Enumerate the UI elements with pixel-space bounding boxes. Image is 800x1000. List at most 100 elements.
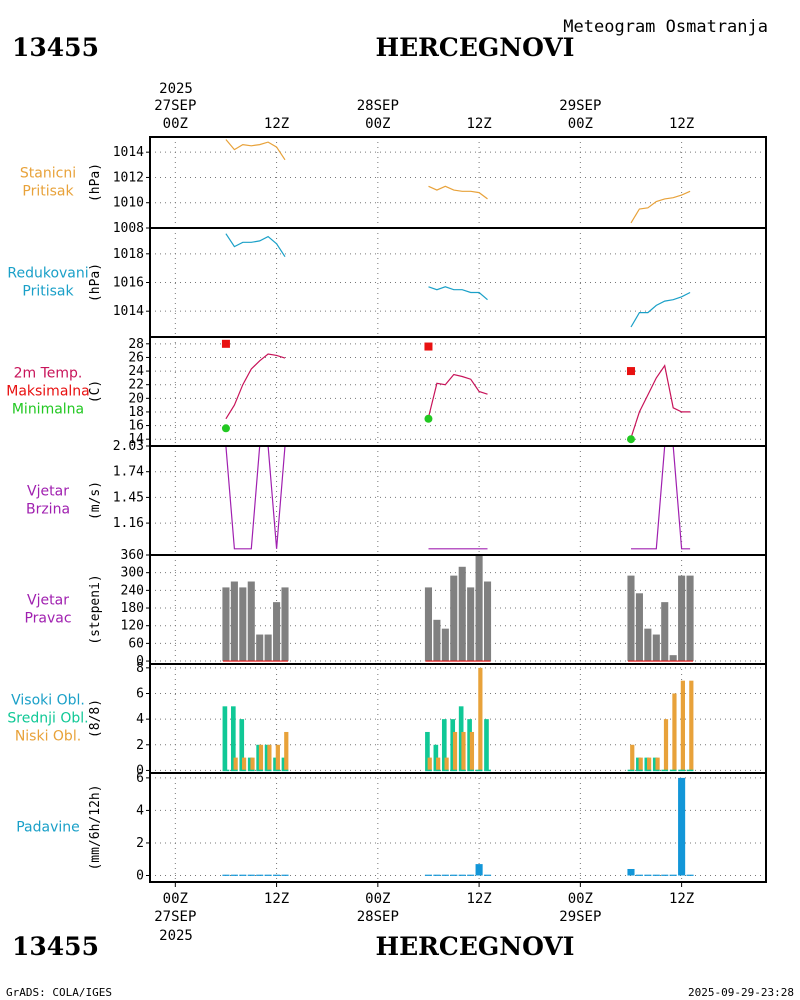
bar-p5 <box>467 587 475 662</box>
panel-p6: 0 2 4 6 8 (8/8)Visoki Obl. Srednji Obl. Niski O… <box>7 661 767 778</box>
bar-p7 <box>644 874 652 876</box>
series-label-p4: Brzina <box>26 502 70 518</box>
date-label-bottom-0: 27SEP <box>154 909 196 925</box>
series-label-p5: Pravac <box>24 611 71 627</box>
y-tick-label-p4: 1.45 <box>113 490 144 505</box>
bar-p7 <box>669 874 677 876</box>
bar-p5 <box>247 581 255 662</box>
series-label-p2: Redukovani <box>7 266 88 282</box>
series-label-p3: Minimalna <box>12 402 84 418</box>
y-tick-label-p3: 26 <box>128 350 144 365</box>
bar-p5 <box>239 587 247 662</box>
cloud-bar-middle <box>484 719 489 771</box>
y-axis-label-p1: (hPa) <box>88 163 103 202</box>
y-tick-label-p3: 14 <box>128 432 144 447</box>
max-temp-marker <box>626 367 635 376</box>
station-id-bottom: 13455 <box>12 932 99 961</box>
cloud-bar-middle <box>281 757 287 771</box>
cloud-bar-low <box>284 731 289 771</box>
bar-p5 <box>222 587 230 662</box>
cloud-bar-low <box>672 693 677 771</box>
y-tick-label-p5: 360 <box>121 548 144 563</box>
date-label-top-24: 28SEP <box>357 98 399 114</box>
y-axis-label-p4: (m/s) <box>88 481 103 520</box>
cloud-bar-low <box>461 731 466 771</box>
bar-p7 <box>678 777 686 876</box>
panel-frame-p1 <box>149 136 767 229</box>
series-label-p1: Pritisak <box>22 184 74 200</box>
min-temp-marker <box>424 414 433 423</box>
time-tick-top-12: 12Z <box>264 116 289 132</box>
bar-p5 <box>256 634 264 662</box>
min-temp-marker <box>626 435 635 444</box>
y-tick-label-p4: 1.74 <box>113 465 144 480</box>
bar-p7 <box>450 874 458 876</box>
series-line-p1 <box>630 190 691 224</box>
cloud-bar-middle <box>256 744 261 771</box>
time-tick-bottom-0: 00Z <box>163 891 188 907</box>
y-axis-label-p3: (C) <box>88 380 103 403</box>
date-label-bottom-24: 28SEP <box>357 909 399 925</box>
y-tick-label-p4: 2.03 <box>113 439 144 454</box>
series-line-p4 <box>631 445 691 550</box>
max-temp-marker <box>424 342 433 351</box>
time-tick-bottom-36: 12Z <box>466 891 491 907</box>
series-label-p2: Pritisak <box>22 284 74 300</box>
bar-p5 <box>281 587 289 662</box>
y-tick-label-p6: 4 <box>136 712 144 727</box>
cloud-bar-middle <box>273 757 278 771</box>
bar-p5 <box>678 575 686 662</box>
grads-credit: GrADS: COLA/IGES <box>6 986 112 999</box>
meteogram-subtitle: Meteogram Osmatranja <box>563 17 768 37</box>
bar-p5 <box>475 555 483 662</box>
series-label-p3: Maksimalna <box>6 384 90 400</box>
bottom-year-label: 2025 <box>159 928 193 944</box>
time-tick-bottom-12: 12Z <box>264 891 289 907</box>
bar-p7 <box>635 874 643 876</box>
bar-p7 <box>264 874 272 876</box>
y-tick-label-p3: 24 <box>128 364 144 379</box>
y-tick-label-p2: 1014 <box>113 304 144 319</box>
cloud-bar-low <box>469 731 475 771</box>
cloud-bar-low <box>258 744 264 771</box>
bar-p7 <box>467 874 475 876</box>
series-label-p6: Visoki Obl. <box>11 693 85 709</box>
bar-p7 <box>661 874 669 876</box>
cloud-bar-low <box>452 731 458 771</box>
panel-p1: 1008 1010 1012 1014 (hPa) Stanicni Pritisak <box>20 136 767 236</box>
cloud-bar-low <box>663 719 669 771</box>
bar-p7 <box>433 874 441 876</box>
y-tick-label-p6: 6 <box>136 686 144 701</box>
y-tick-label-p5: 180 <box>121 601 144 616</box>
series-line-p3 <box>630 364 691 438</box>
series-label-p3: 2m Temp. <box>14 366 83 382</box>
cloud-bar-low <box>647 757 652 771</box>
panel-frame-p4 <box>149 445 767 556</box>
series-label-p5: Vjetar <box>27 593 69 609</box>
y-tick-label-p1: 1014 <box>113 145 144 160</box>
cloud-bar-middle <box>644 757 650 771</box>
cloud-bar-low <box>436 757 441 771</box>
max-temp-marker <box>221 339 230 348</box>
bar-p5 <box>669 655 677 662</box>
cloud-bar-middle <box>467 719 472 771</box>
y-tick-label-p2: 1018 <box>113 247 144 262</box>
time-tick-bottom-48: 00Z <box>568 891 593 907</box>
bar-p5 <box>433 619 441 662</box>
bar-p7 <box>273 874 281 876</box>
series-line-p2 <box>225 233 286 258</box>
bar-p5 <box>273 602 281 662</box>
bar-p5 <box>686 575 694 662</box>
bar-p5 <box>264 634 272 662</box>
panel-frame-p3 <box>149 336 767 447</box>
date-label-top-0: 27SEP <box>154 98 196 114</box>
cloud-bar-low <box>444 757 449 771</box>
bar-p7 <box>686 874 694 876</box>
panel-frame-p2 <box>149 227 767 338</box>
cloud-bar-low <box>427 757 432 771</box>
cloud-bar-low <box>689 680 694 771</box>
y-tick-label-p6: 8 <box>136 661 144 676</box>
y-tick-label-p1: 1012 <box>113 170 144 185</box>
series-line-p4 <box>225 445 286 550</box>
time-tick-top-36: 12Z <box>466 116 491 132</box>
